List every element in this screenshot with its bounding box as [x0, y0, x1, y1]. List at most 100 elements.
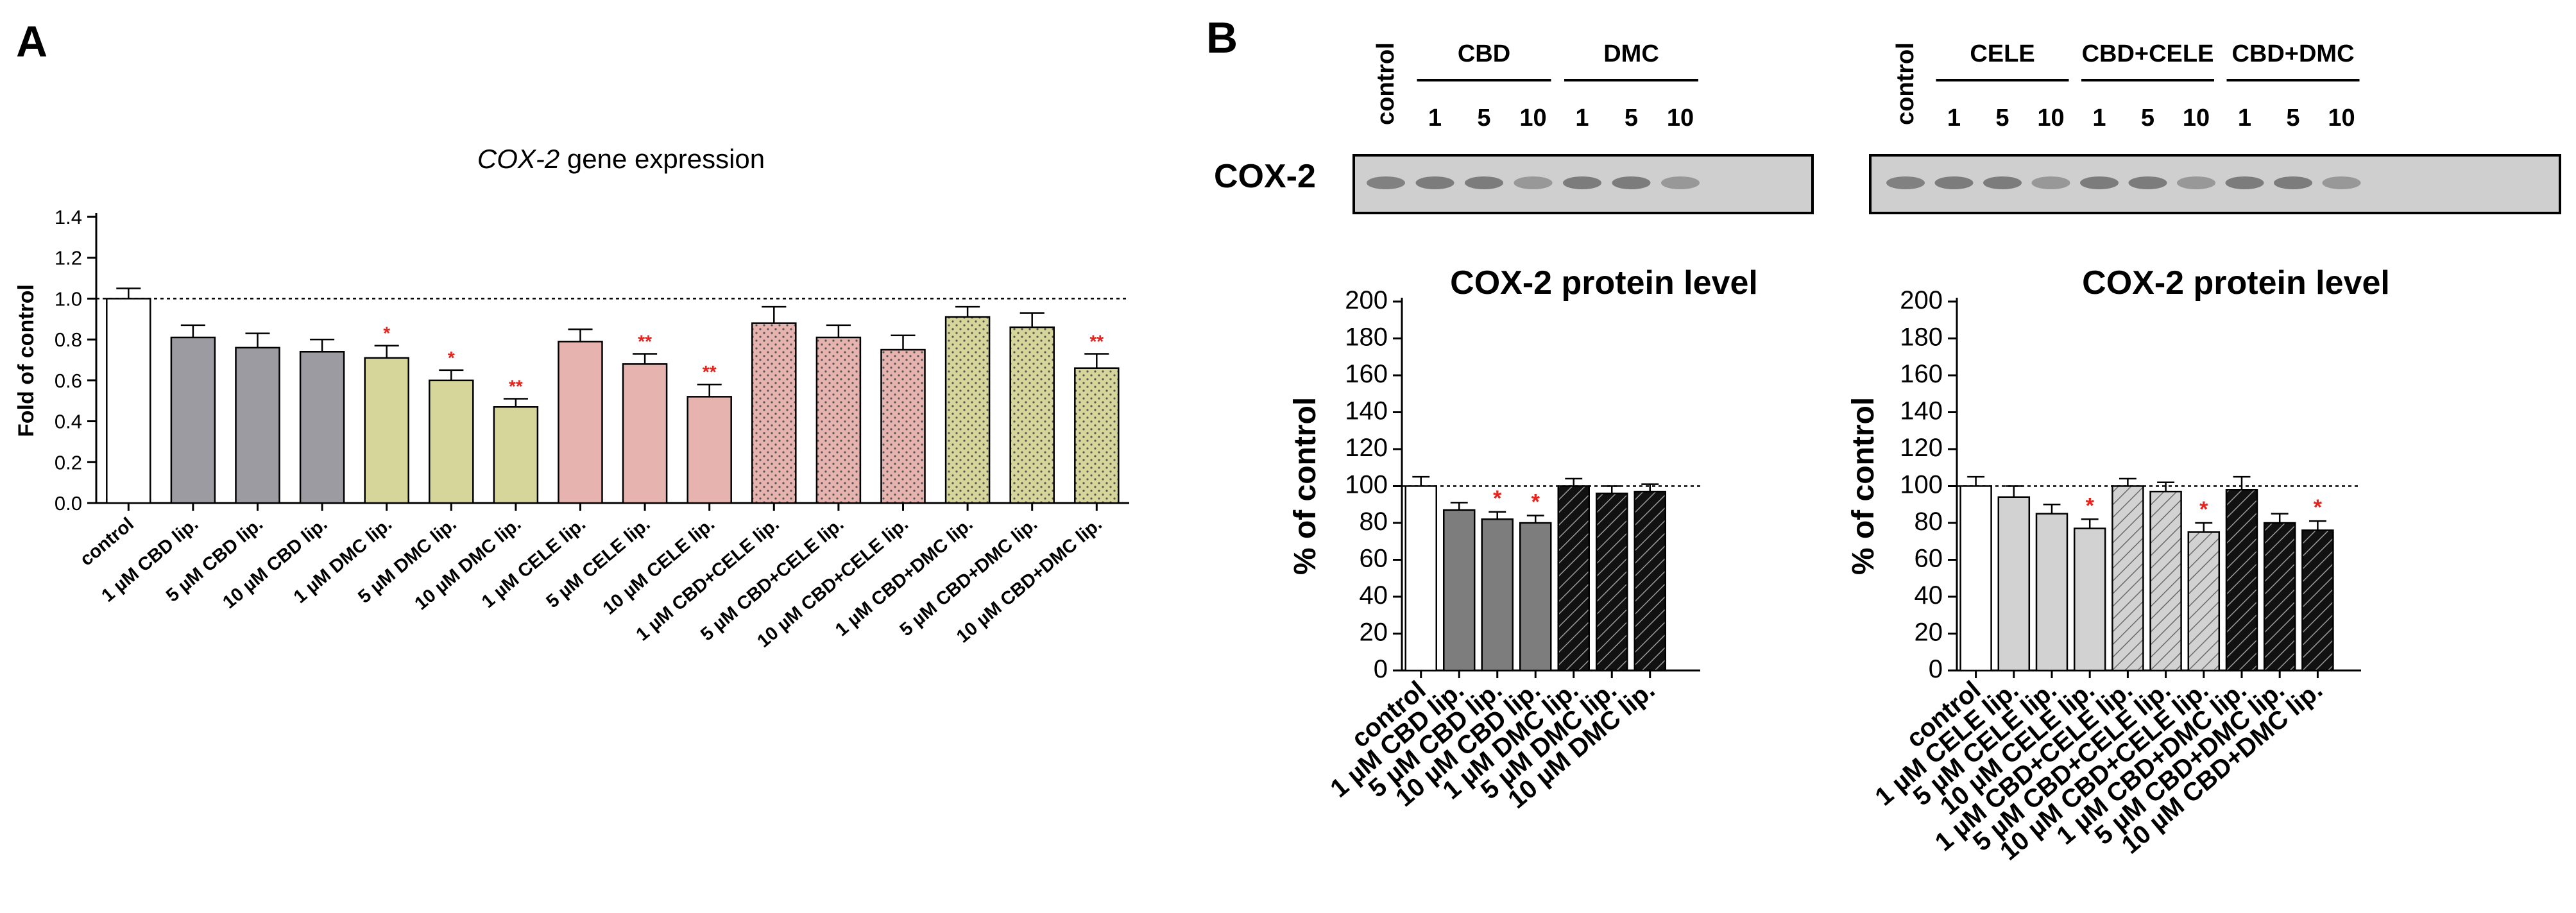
y-tick-label: 200	[1900, 286, 1943, 314]
bar	[1404, 485, 1437, 672]
blot-band	[1983, 176, 2022, 189]
blot-lane-label: 10	[2328, 105, 2355, 132]
significance-marker: **	[1089, 331, 1104, 351]
blot-control-label: control	[1372, 42, 1399, 125]
bar	[2225, 489, 2258, 672]
bar	[622, 363, 668, 504]
panel-a-letter: A	[16, 17, 47, 66]
bar	[1596, 492, 1628, 672]
y-tick-label: 1.0	[55, 287, 82, 310]
blot-lane-label: 5	[2141, 105, 2154, 132]
blot-lane-label: 10	[2037, 105, 2064, 132]
x-tick-label: 10 µM CELE lip.	[599, 514, 719, 619]
y-tick-label: 140	[1900, 397, 1943, 425]
y-tick-label: 0.6	[55, 370, 82, 392]
blot-band	[1367, 176, 1405, 189]
blot-group-label: DMC	[1603, 40, 1659, 67]
blot-lane-label: 10	[1519, 105, 1546, 132]
y-tick-label: 1.4	[55, 206, 82, 228]
blot-band	[2080, 176, 2119, 189]
blot-band	[2031, 176, 2070, 189]
blot-row-label: COX-2	[1214, 158, 1316, 195]
blot-band	[1415, 176, 1454, 189]
y-tick-label: 120	[1900, 434, 1943, 462]
blot-band	[1934, 176, 1974, 189]
bar	[1481, 518, 1514, 672]
blot-lane-label: 5	[1625, 105, 1638, 132]
chart-panel-b-right: COX-2 protein level % of control 0 20 40 60 80…	[1847, 264, 2390, 866]
y-tick-label: 160	[1345, 360, 1388, 388]
y-tick-label: 80	[1360, 508, 1388, 536]
blot-lane-label: 1	[1428, 105, 1442, 132]
significance-marker: *	[383, 323, 390, 343]
panel-b-letter: B	[1206, 13, 1238, 62]
y-tick-label: 180	[1900, 323, 1943, 352]
blot-band	[1563, 176, 1601, 189]
blot-band	[2128, 176, 2167, 189]
bar	[106, 298, 151, 504]
bar	[2263, 522, 2296, 672]
blot-lane-label: 10	[1667, 105, 1694, 132]
blot-group-label: CELE	[1970, 40, 2034, 67]
blot-band	[1514, 176, 1553, 189]
significance-marker: *	[448, 348, 455, 368]
blot-left: control CBD 1 5 10 DMC 1 5 10	[1352, 40, 1814, 214]
y-tick-label: 60	[1915, 545, 1943, 573]
blot-strip	[1869, 154, 2561, 214]
y-tick-label: 100	[1900, 471, 1943, 499]
chart-title: COX-2 protein level	[2082, 264, 2390, 302]
bar	[2035, 513, 2068, 672]
blot-lane-label: 1	[1575, 105, 1589, 132]
significance-marker: *	[1493, 486, 1502, 511]
bar	[493, 406, 539, 504]
x-tick-label: 10 µM DMC lip.	[411, 514, 525, 614]
y-tick-label: 120	[1345, 434, 1388, 462]
blot-band	[2225, 176, 2264, 189]
significance-marker: *	[2199, 497, 2208, 522]
y-tick-label: 40	[1360, 581, 1388, 610]
y-tick-label: 200	[1345, 286, 1388, 314]
significance-marker: *	[1531, 490, 1540, 515]
bar	[1443, 509, 1476, 672]
bar	[558, 341, 603, 504]
y-axis-label: % of control	[1847, 397, 1881, 575]
blot-band	[1465, 176, 1503, 189]
blot-lane-label: 1	[2238, 105, 2251, 132]
bar	[944, 316, 991, 504]
bar	[2149, 490, 2182, 672]
y-tick-label: 20	[1360, 619, 1388, 647]
chart-panel-b-left: COX-2 protein level % of control 0 20 40 60 80…	[1288, 264, 1758, 814]
blot-band	[2322, 176, 2361, 189]
bar	[235, 346, 280, 504]
blot-right: control CELE 1 5 10 CBD+CELE 1 5 10 CBD+DMC 1 5 10	[1869, 40, 2561, 214]
y-tick-label: 100	[1345, 471, 1388, 499]
blot-band	[2274, 176, 2312, 189]
blot-lane-label: 1	[2092, 105, 2106, 132]
blot-lane-label: 5	[2286, 105, 2299, 132]
y-tick-label: 40	[1915, 581, 1943, 610]
bar	[687, 396, 732, 504]
y-tick-label: 20	[1915, 619, 1943, 647]
bar	[2301, 529, 2334, 672]
y-tick-label: 140	[1345, 397, 1388, 425]
y-axis-label: % of control	[1288, 397, 1322, 575]
bar	[1959, 485, 1992, 672]
blot-band	[1886, 176, 1925, 189]
significance-marker: *	[2086, 493, 2095, 518]
bar	[170, 336, 216, 504]
panel-a-y-axis-label: Fold of control	[14, 284, 38, 437]
x-tick-label: control	[76, 514, 138, 570]
y-tick-label: 60	[1360, 545, 1388, 573]
blot-lane-label: 5	[1995, 105, 2009, 132]
bar	[1519, 522, 1552, 672]
y-tick-label: 180	[1345, 323, 1388, 352]
blot-lane-label: 10	[2183, 105, 2210, 132]
y-tick-label: 0	[1929, 655, 1943, 683]
bar	[2111, 485, 2144, 672]
blot-group-label: CBD	[1458, 40, 1510, 67]
panel-a-title-gene: COX-2	[477, 144, 559, 174]
blot-lane-label: 5	[1477, 105, 1490, 132]
bar	[1074, 367, 1120, 504]
